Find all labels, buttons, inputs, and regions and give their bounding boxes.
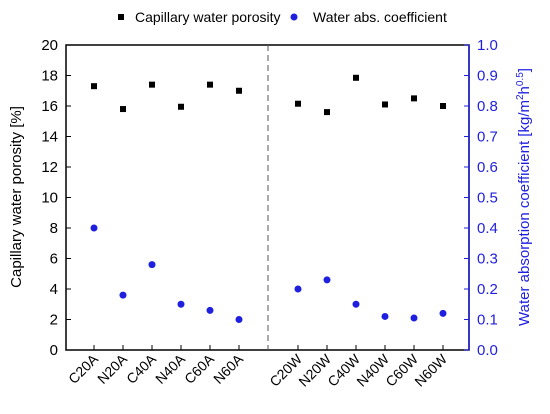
water-abs-coefficient-point — [294, 285, 302, 293]
right-tick-label: 0.8 — [477, 98, 498, 115]
left-tick-label: 8 — [50, 220, 58, 237]
right-axis-title: Water absorption coefficient [kg/m2h0.5] — [515, 68, 533, 326]
left-tick-label: 14 — [41, 129, 58, 146]
capillary-porosity-point — [178, 103, 184, 110]
capillary-porosity-point — [440, 103, 446, 109]
water-abs-coefficient-point — [206, 306, 214, 314]
right-tick-label: 0.0 — [477, 342, 498, 359]
capillary-porosity-point — [411, 95, 417, 102]
water-abs-coefficient-point — [177, 300, 185, 308]
x-category-label: C60A — [181, 350, 218, 387]
right-tick-label: 0.3 — [477, 251, 498, 268]
water-abs-coefficient-point — [119, 291, 127, 299]
x-category-label: C40A — [123, 350, 160, 387]
water-abs-coefficient-point — [235, 316, 243, 323]
capillary-porosity-point — [324, 109, 330, 116]
right-tick-label: 1.0 — [477, 37, 498, 54]
capillary-porosity-point — [382, 101, 388, 108]
left-tick-label: 6 — [50, 251, 58, 268]
water-abs-coefficient-point — [323, 276, 331, 284]
series-water-abs-coefficient — [90, 224, 447, 323]
left-tick-label: 18 — [41, 68, 58, 85]
left-axis-title: Capillary water porosity [%] — [8, 106, 25, 288]
capillary-porosity-point — [236, 87, 242, 94]
right-tick-label: 0.9 — [477, 68, 498, 85]
capillary-porosity-point — [353, 74, 359, 81]
left-tick-label: 10 — [41, 190, 58, 207]
water-abs-coefficient-point — [90, 224, 98, 232]
x-category-label: N60W — [411, 350, 450, 389]
left-tick-label: 12 — [41, 159, 58, 176]
capillary-porosity-point — [295, 100, 301, 107]
x-category-label: C20A — [65, 350, 102, 387]
x-category-label: N60A — [210, 350, 247, 387]
water-abs-coefficient-point — [148, 261, 156, 269]
water-abs-coefficient-point — [352, 300, 360, 308]
capillary-porosity-point — [149, 81, 155, 88]
series-capillary-porosity — [91, 74, 446, 116]
left-tick-label: 0 — [50, 342, 58, 359]
capillary-porosity-point — [120, 106, 126, 113]
left-tick-label: 16 — [41, 98, 58, 115]
water-abs-coefficient-point — [439, 309, 447, 317]
right-tick-label: 0.7 — [477, 129, 498, 146]
legend: Capillary water porosity Water abs. coef… — [118, 9, 447, 25]
right-tick-label: 0.4 — [477, 220, 498, 237]
water-abs-coefficient-point — [410, 314, 418, 322]
left-tick-label: 20 — [41, 37, 58, 54]
left-tick-label: 2 — [50, 312, 58, 329]
right-tick-label: 0.6 — [477, 159, 498, 176]
right-axis: 0.0 0.1 0.2 0.3 0.4 0.5 0.6 0.7 0.8 0.9 1.0 — [464, 37, 498, 359]
left-tick-label: 4 — [50, 281, 58, 298]
x-category-label: N20A — [94, 350, 131, 387]
legend-label-capillary: Capillary water porosity — [135, 9, 281, 25]
legend-label-water-abs: Water abs. coefficient — [313, 9, 447, 25]
legend-marker-water-abs — [290, 13, 298, 21]
water-abs-coefficient-point — [381, 312, 389, 320]
x-category-label: N40A — [152, 350, 189, 387]
right-tick-label: 0.1 — [477, 312, 498, 329]
left-axis: 0 2 4 6 8 10 12 14 16 18 20 — [41, 37, 71, 359]
capillary-porosity-point — [91, 83, 97, 90]
legend-marker-capillary — [118, 14, 124, 20]
capillary-porosity-point — [207, 81, 213, 88]
right-tick-label: 0.5 — [477, 190, 498, 207]
right-tick-label: 0.2 — [477, 281, 498, 298]
